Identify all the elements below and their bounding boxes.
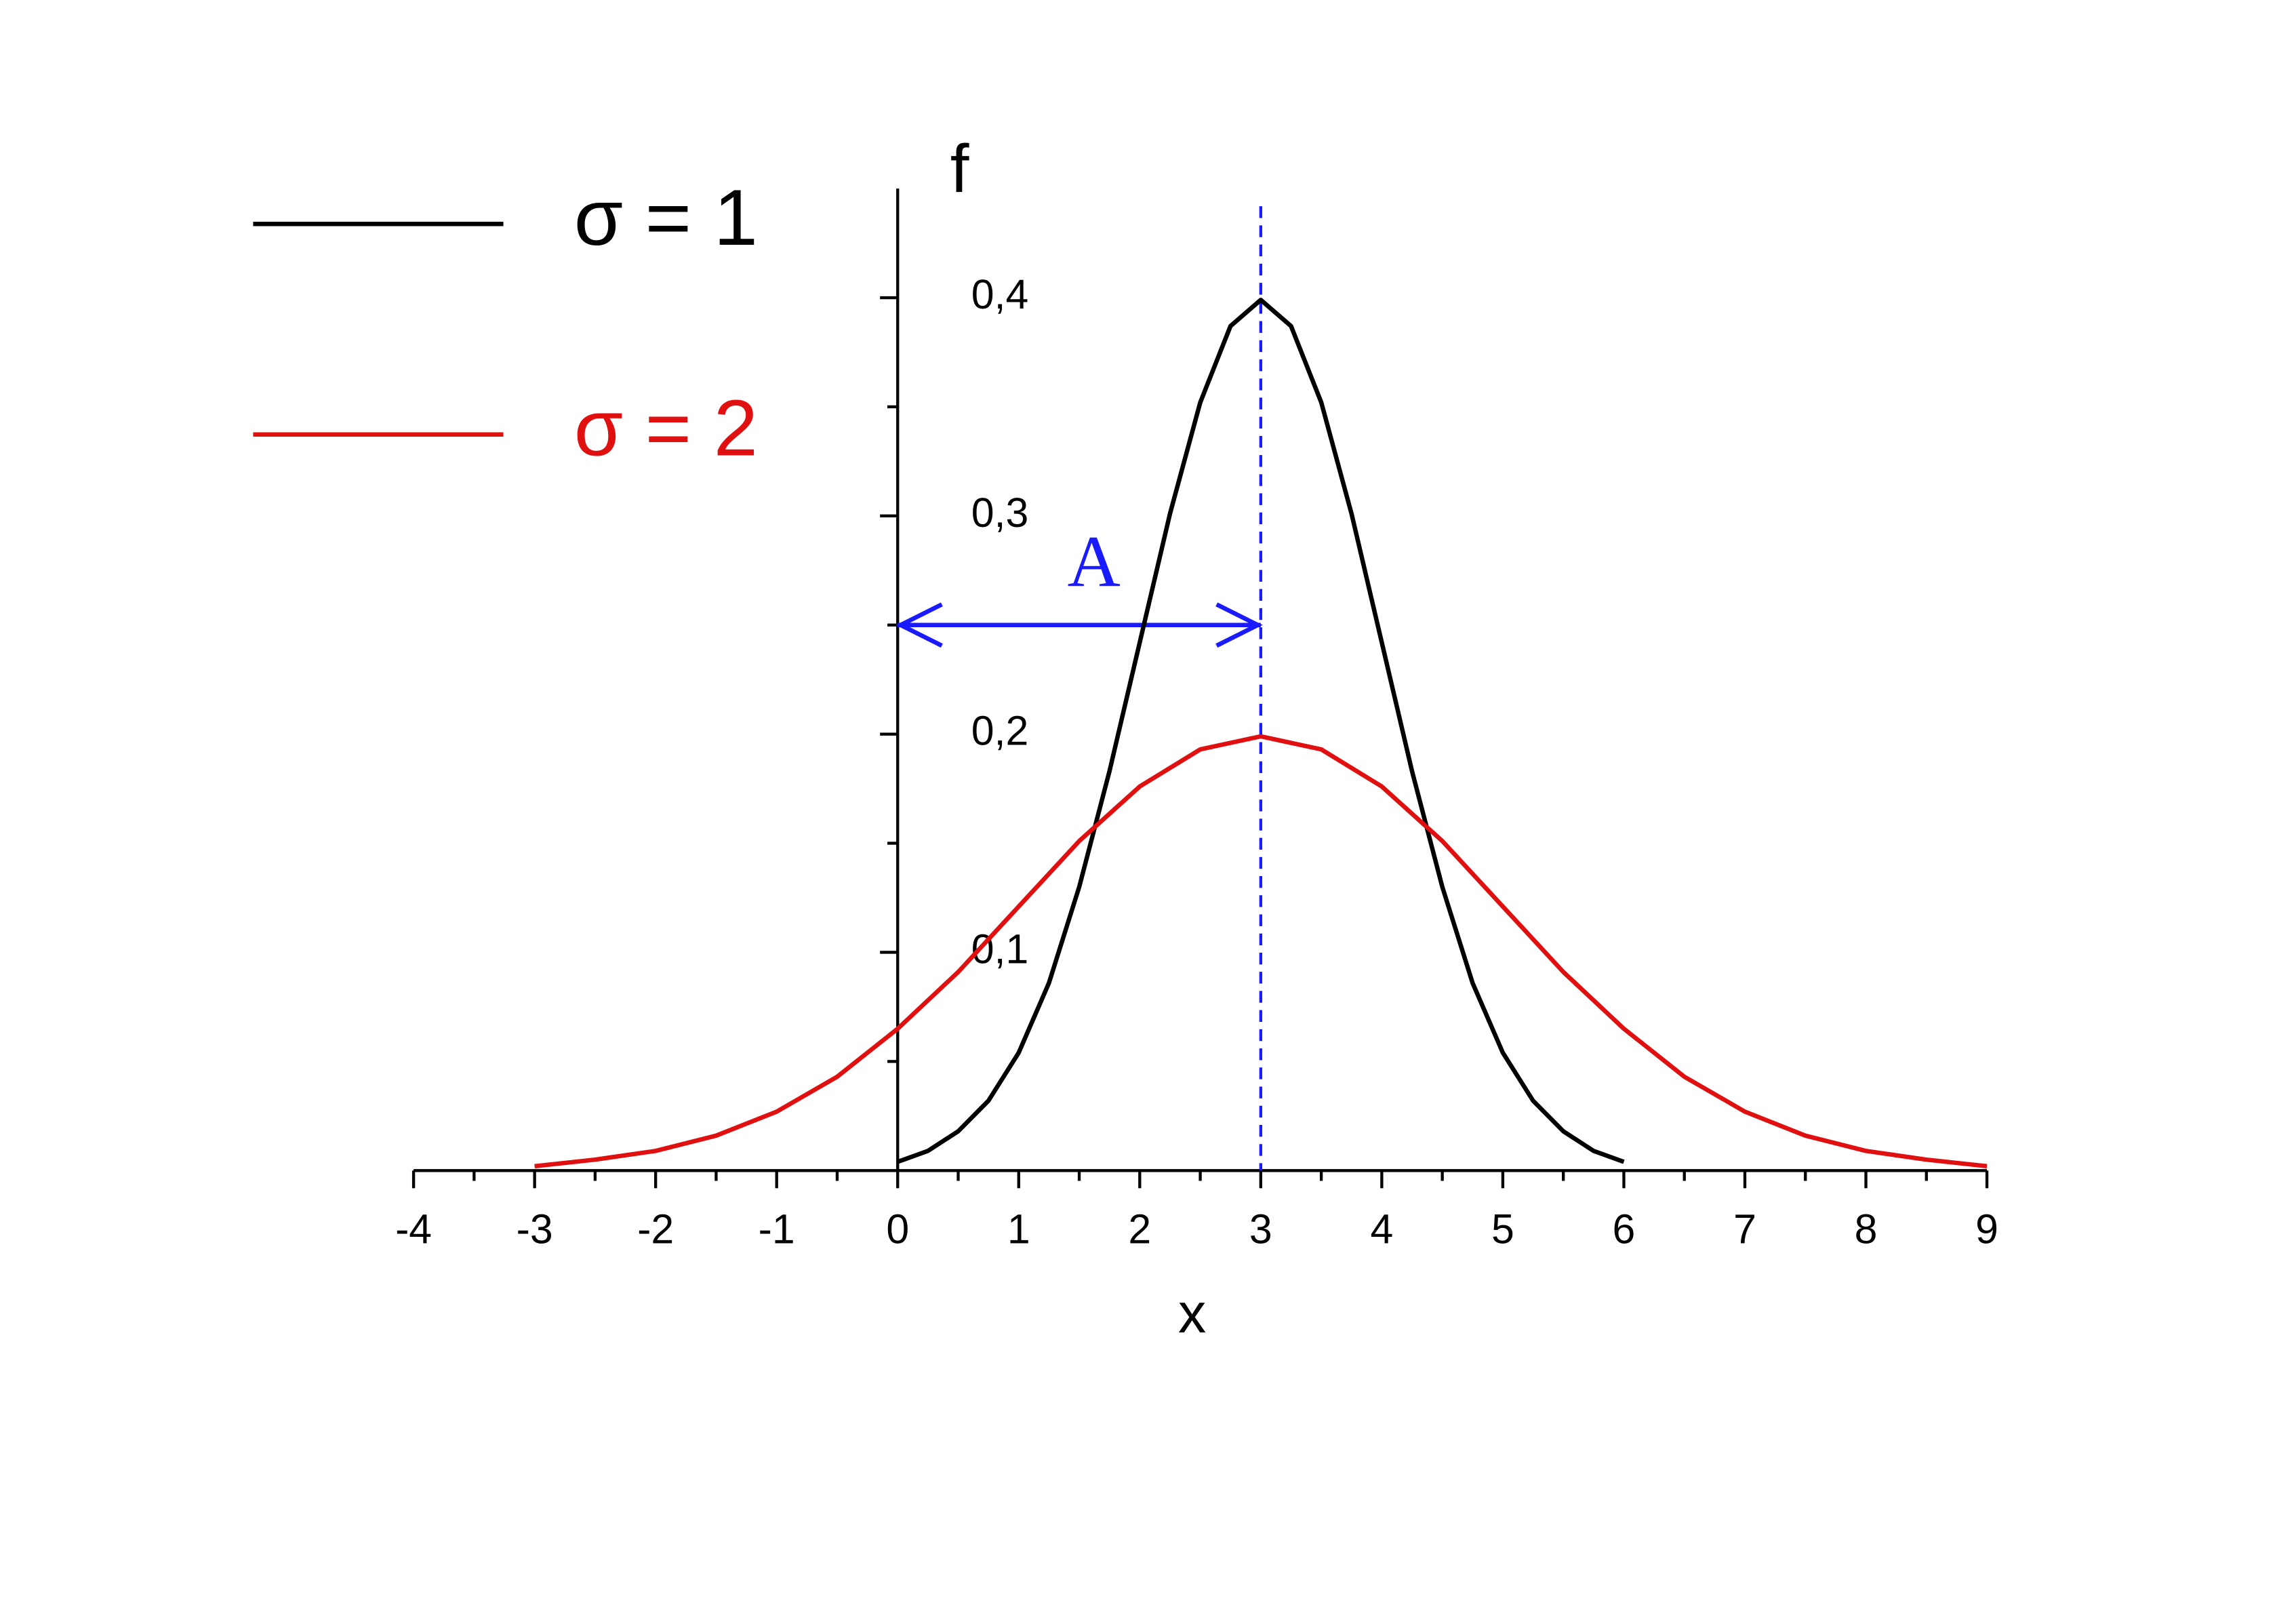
y-axis-label: f bbox=[950, 132, 969, 207]
arrow-head bbox=[895, 602, 943, 648]
legend-label: σ = 2 bbox=[574, 384, 758, 473]
arrow-label: A bbox=[1068, 521, 1121, 602]
x-tick-label: -1 bbox=[759, 1206, 795, 1252]
y-tick-label: 0,2 bbox=[971, 708, 1029, 754]
x-tick-label: 7 bbox=[1733, 1206, 1756, 1252]
x-axis-label: x bbox=[1178, 1282, 1206, 1345]
x-tick-label: 4 bbox=[1370, 1206, 1393, 1252]
x-tick-label: -2 bbox=[637, 1206, 674, 1252]
series-line bbox=[897, 297, 1625, 1164]
y-tick-label: 0,3 bbox=[971, 490, 1029, 536]
series-line bbox=[534, 734, 1988, 1169]
y-tick-label: 0,4 bbox=[971, 271, 1029, 317]
x-tick-label: 5 bbox=[1491, 1206, 1514, 1252]
x-tick-label: 6 bbox=[1613, 1206, 1636, 1252]
arrow-head bbox=[1215, 602, 1263, 648]
x-tick-label: 0 bbox=[886, 1206, 909, 1252]
x-tick-label: -3 bbox=[517, 1206, 553, 1252]
x-tick-label: 1 bbox=[1007, 1206, 1030, 1252]
x-tick-label: 3 bbox=[1249, 1206, 1272, 1252]
x-tick-label: 2 bbox=[1128, 1206, 1151, 1252]
legend-label: σ = 1 bbox=[574, 173, 758, 262]
x-tick-label: 8 bbox=[1855, 1206, 1878, 1252]
x-tick-label: 9 bbox=[1975, 1206, 1998, 1252]
x-tick-label: -4 bbox=[395, 1206, 432, 1252]
